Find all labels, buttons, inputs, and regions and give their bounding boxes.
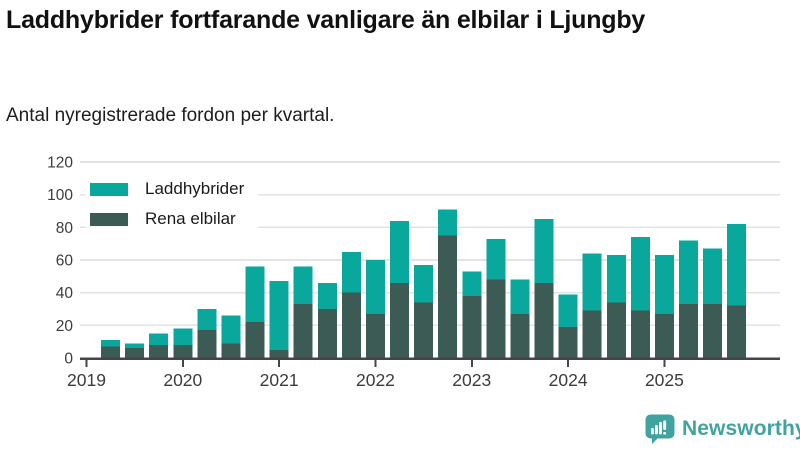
bar-rena-elbilar-2022Q4 [438,235,458,358]
bar-rena-elbilar-2024Q4 [630,310,650,358]
bar-laddhybrider-2024Q1 [558,294,578,327]
bar-rena-elbilar-2019Q4 [149,344,169,358]
newsworthy-logo[interactable]: Newsworthy [644,413,800,444]
bar-laddhybrider-2020Q2 [197,309,217,331]
bar-laddhybrider-2021Q4 [341,251,361,293]
bar-laddhybrider-2022Q2 [390,220,410,283]
bar-rena-elbilar-2025Q4 [727,305,747,358]
bar-rena-elbilar-2020Q2 [197,330,217,358]
bar-rena-elbilar-2019Q3 [125,348,145,358]
bar-rena-elbilar-2025Q2 [679,304,698,358]
bar-laddhybrider-2019Q2 [101,340,121,347]
bar-rena-elbilar-2020Q1 [173,344,193,358]
bar-laddhybrider-2024Q4 [630,237,650,311]
legend-item-rena-elbilar: Rena elbilar [90,209,244,229]
bar-laddhybrider-2025Q4 [727,224,747,306]
bar-laddhybrider-2020Q3 [221,315,241,344]
bar-laddhybrider-2021Q1 [269,281,289,350]
bar-rena-elbilar-2022Q1 [365,313,385,358]
legend-label-rena-elbilar: Rena elbilar [145,209,236,228]
bar-rena-elbilar-2023Q4 [534,282,554,358]
bar-laddhybrider-2020Q1 [173,328,193,345]
bar-laddhybrider-2021Q2 [293,266,313,305]
x-tick-label-2020: 2020 [163,370,202,390]
bar-rena-elbilar-2019Q2 [101,346,121,358]
bar-laddhybrider-2025Q3 [703,248,723,305]
bar-rena-elbilar-2020Q4 [245,322,265,358]
y-tick-label-0: 0 [64,351,73,368]
bar-laddhybrider-2019Q4 [149,333,169,345]
x-tick-label-2025: 2025 [645,370,684,390]
bar-laddhybrider-2023Q3 [510,279,530,314]
bar-laddhybrider-2024Q2 [582,253,602,311]
x-tick-label-2024: 2024 [549,370,588,390]
bar-rena-elbilar-2024Q2 [582,310,602,358]
bar-laddhybrider-2022Q3 [414,264,434,303]
bar-rena-elbilar-2020Q3 [221,343,241,358]
x-tick-label-2021: 2021 [260,370,299,390]
x-tick-label-2019: 2019 [67,370,106,390]
bar-rena-elbilar-2025Q1 [654,313,674,358]
bar-rena-elbilar-2025Q3 [703,304,723,358]
bar-laddhybrider-2020Q4 [245,266,265,323]
y-tick-label-20: 20 [56,318,74,335]
bar-laddhybrider-2023Q4 [534,219,554,283]
legend-swatch-rena-elbilar [90,212,128,226]
bar-laddhybrider-2021Q3 [317,282,337,309]
bar-rena-elbilar-2023Q3 [510,313,530,358]
newsworthy-logo-icon [645,414,675,444]
chart-subtitle: Antal nyregistrerade fordon per kvartal. [6,105,335,126]
legend-item-laddhybrider: Laddhybrider [90,179,244,199]
bar-rena-elbilar-2021Q3 [317,309,337,358]
newsworthy-logo-text: Newsworthy [682,416,800,440]
x-tick-label-2022: 2022 [356,370,395,390]
chart-legend: Laddhybrider Rena elbilar [86,177,259,239]
y-tick-label-80: 80 [56,220,74,237]
bar-rena-elbilar-2021Q1 [269,349,289,358]
bar-laddhybrider-2019Q3 [125,343,145,349]
bar-rena-elbilar-2022Q2 [390,282,410,358]
bar-rena-elbilar-2021Q2 [293,304,313,358]
bar-rena-elbilar-2024Q3 [606,302,626,358]
y-tick-label-60: 60 [56,253,74,270]
x-tick-label-2023: 2023 [452,370,491,390]
legend-label-laddhybrider: Laddhybrider [145,179,245,198]
bar-laddhybrider-2025Q2 [679,240,698,305]
bar-rena-elbilar-2023Q1 [462,295,482,358]
bar-laddhybrider-2022Q1 [365,260,385,314]
bar-laddhybrider-2025Q1 [654,255,674,314]
y-tick-label-100: 100 [47,187,73,204]
bar-rena-elbilar-2024Q1 [558,326,578,358]
bar-rena-elbilar-2021Q4 [341,292,361,358]
bar-laddhybrider-2023Q1 [462,271,482,296]
legend-swatch-laddhybrider [90,182,128,196]
x-axis-line [80,357,780,361]
chart-title: Laddhybrider fortfarande vanligare än el… [6,6,646,34]
y-tick-label-40: 40 [56,285,74,302]
bar-rena-elbilar-2022Q3 [414,302,434,358]
bar-laddhybrider-2024Q3 [606,255,626,303]
y-tick-label-120: 120 [47,155,73,172]
bar-laddhybrider-2022Q4 [438,209,458,236]
bar-laddhybrider-2023Q2 [486,238,506,280]
bar-rena-elbilar-2023Q2 [486,279,506,358]
